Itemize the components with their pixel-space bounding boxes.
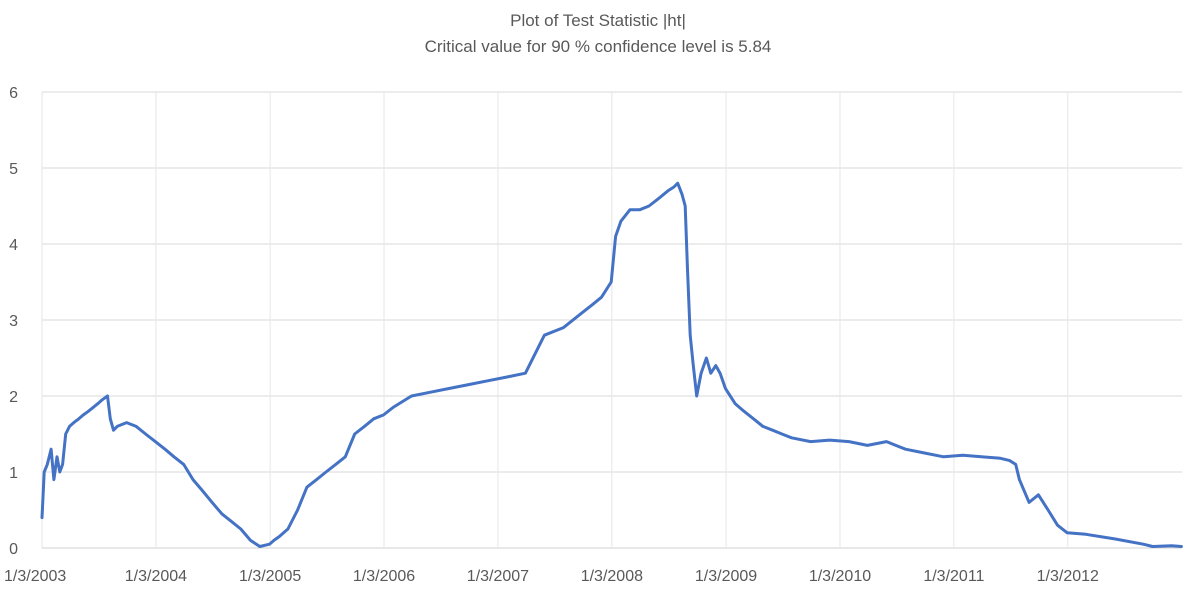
x-tick-label: 1/3/2003 (4, 568, 66, 585)
y-axis-tick-labels: 0 1 2 3 4 5 6 (9, 85, 18, 558)
y-tick-label: 4 (9, 237, 18, 254)
series-line (40, 181, 1183, 548)
x-axis-tick-labels: 1/3/2003 1/3/2004 1/3/2005 1/3/2006 1/3/2007… (4, 568, 1099, 585)
y-tick-label: 2 (9, 389, 18, 406)
y-tick-label: 5 (9, 161, 18, 178)
x-tick-label: 1/3/2005 (239, 568, 301, 585)
y-tick-label: 0 (9, 541, 18, 558)
x-tick-label: 1/3/2006 (353, 568, 415, 585)
x-tick-label: 1/3/2004 (125, 568, 187, 585)
x-tick-label: 1/3/2008 (581, 568, 643, 585)
x-tick-label: 1/3/2011 (923, 568, 984, 585)
chart-title-block: Plot of Test Statistic |ht| Critical val… (0, 8, 1196, 60)
x-tick-label: 1/3/2007 (467, 568, 529, 585)
y-tick-label: 6 (9, 85, 18, 102)
x-tick-label: 1/3/2012 (1037, 568, 1099, 585)
chart-title: Plot of Test Statistic |ht| (510, 11, 686, 30)
y-tick-label: 3 (9, 313, 18, 330)
x-tick-label: 1/3/2010 (809, 568, 871, 585)
chart-subtitle: Critical value for 90 % confidence level… (424, 37, 772, 56)
x-tick-label: 1/3/2009 (695, 568, 757, 585)
plot-area (40, 181, 1183, 548)
y-tick-label: 1 (9, 465, 18, 482)
grid-lines (41, 91, 1182, 549)
